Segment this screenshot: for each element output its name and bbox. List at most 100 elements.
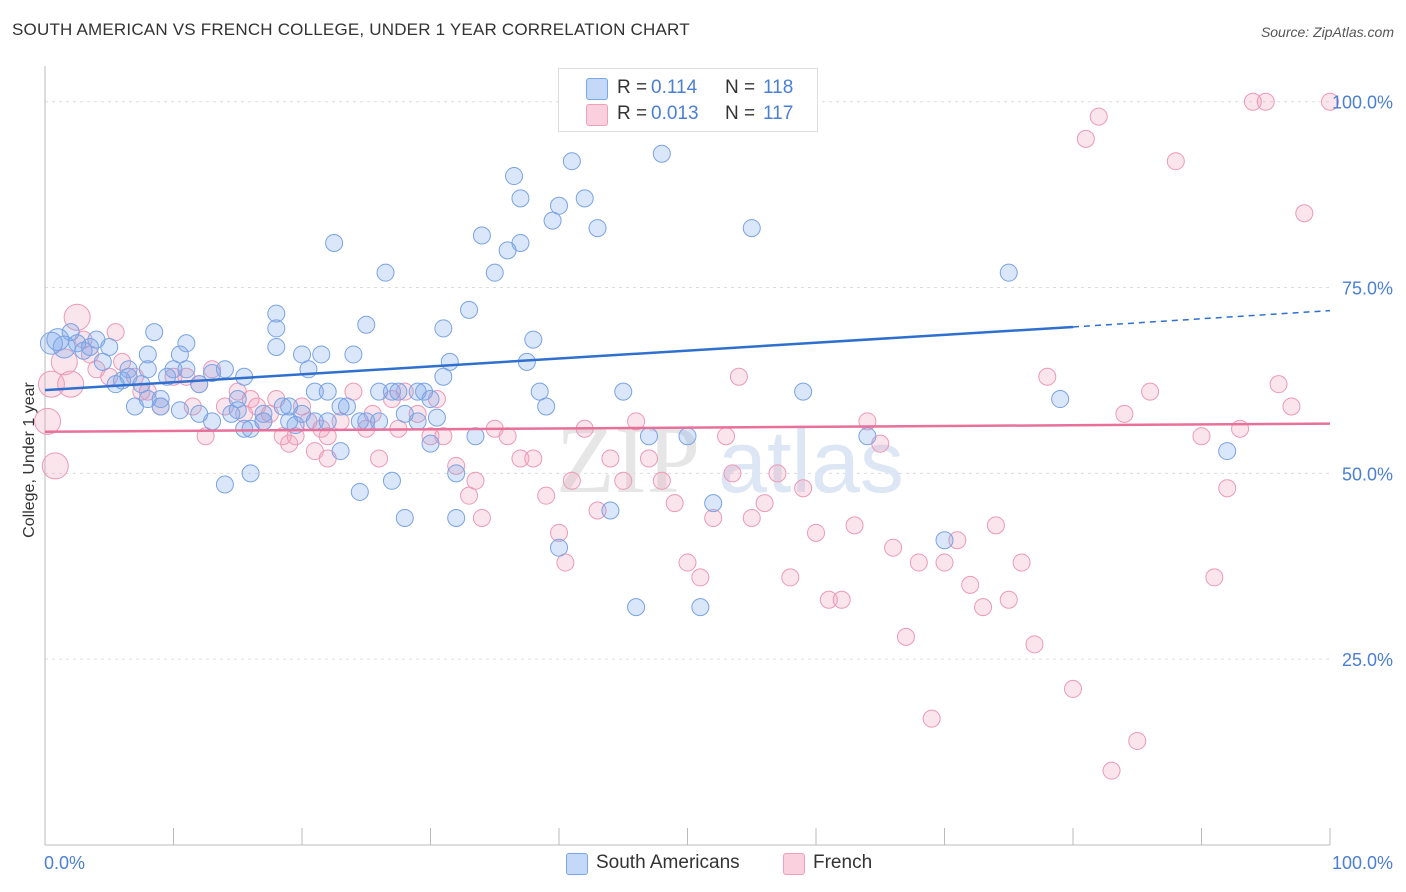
french-point [781,568,800,587]
south-american-point [267,338,286,357]
french-point [113,352,132,371]
french-point [466,471,485,490]
south-american-point [293,345,311,364]
south-american-point [434,319,453,338]
french-point [34,407,62,435]
french-point [768,464,787,483]
south-american-point [344,345,363,364]
french-point [408,404,427,423]
french-point [1012,553,1031,572]
south-american-point [267,319,286,338]
south-american-point [639,427,658,446]
south-american-point [999,263,1018,282]
french-point [421,427,440,446]
south-american-point [511,233,530,252]
south-american-point [138,360,157,379]
south-american-point [537,397,556,416]
legend-r-value: 0.114 [651,77,698,98]
south-american-point [562,152,581,171]
french-point [704,508,723,527]
french-point [922,709,941,728]
french-point [588,501,607,520]
french-point [57,370,85,398]
south-american-point [447,464,466,483]
french-point [1115,404,1134,423]
french-point [447,456,466,475]
french-point [974,598,993,617]
south-american-point [704,494,723,513]
french-point [999,590,1018,609]
french-point [41,452,69,480]
french-point [652,471,671,490]
south-american-point [395,508,414,527]
french-point [627,412,646,431]
french-point [1076,129,1095,148]
french-point [986,516,1005,535]
french-point [1025,635,1044,654]
south-american-point [389,382,408,401]
south-american-point [575,189,594,208]
south-american-point [151,390,170,409]
french-point [845,516,864,535]
south-american-point [39,331,63,355]
south-american-point [235,419,254,438]
south-american-point [678,427,697,446]
south-american-point [415,382,434,401]
south-american-point [427,408,446,427]
x-tick-label: 0.0% [44,853,85,873]
south-american-point [228,401,247,420]
south-american-point [485,263,504,282]
south-american-point [460,300,479,319]
south-american-point [325,233,344,252]
french-point [1256,92,1275,111]
y-axis-label: College, Under 1 year [21,382,38,538]
south-american-point [100,338,119,357]
correlation-legend: R = 0.114 N = 118 R = 0.013 N = 117 [558,68,818,132]
french-point [460,486,479,505]
south-american-point [170,401,189,420]
french-point [1205,568,1224,587]
french-trend-line [44,422,1331,433]
bottom-legend-label: French [813,852,873,873]
french-point [1064,679,1082,698]
french-point [344,382,363,401]
french-point [1166,152,1185,171]
french-point [1102,761,1121,780]
south-american-point [627,598,646,617]
south-american-point [267,304,286,323]
french-point [807,523,825,542]
french-point [1231,419,1250,438]
south-american-point [421,434,440,453]
legend-swatch-pink [586,104,608,126]
y-tick-label: 100.0% [1332,93,1393,113]
south-american-point [742,219,761,238]
french-point [896,627,915,646]
south-american-point [858,427,877,446]
south-american-point [472,226,491,245]
south-american-point [382,382,401,401]
south-american-point [318,412,337,431]
french-point [909,553,928,572]
source-label: Source: ZipAtlas.com [1260,24,1394,40]
south-american-point [215,360,234,379]
trend-lines [44,309,1331,433]
french-point [935,553,954,572]
south-american-point [241,464,260,483]
french-point [556,553,575,572]
south-american-point [145,323,164,342]
south-american-point [376,263,395,282]
french-point [293,397,311,416]
south-american-trend-line [44,325,1074,392]
south-american-point [305,382,324,401]
legend-r-value: 0.013 [651,103,699,124]
south-american-point [46,328,70,352]
french-point [717,427,736,446]
south-american-point [652,144,671,163]
french-point [1243,92,1262,111]
french-point [511,449,530,468]
south-american-point [93,352,112,371]
south-american-point [164,360,183,379]
south-american-point [543,211,562,230]
south-american-point [588,219,607,238]
